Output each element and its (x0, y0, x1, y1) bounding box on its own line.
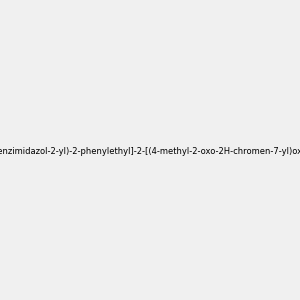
Text: N-[1-(1H-benzimidazol-2-yl)-2-phenylethyl]-2-[(4-methyl-2-oxo-2H-chromen-7-yl)ox: N-[1-(1H-benzimidazol-2-yl)-2-phenylethy… (0, 147, 300, 156)
